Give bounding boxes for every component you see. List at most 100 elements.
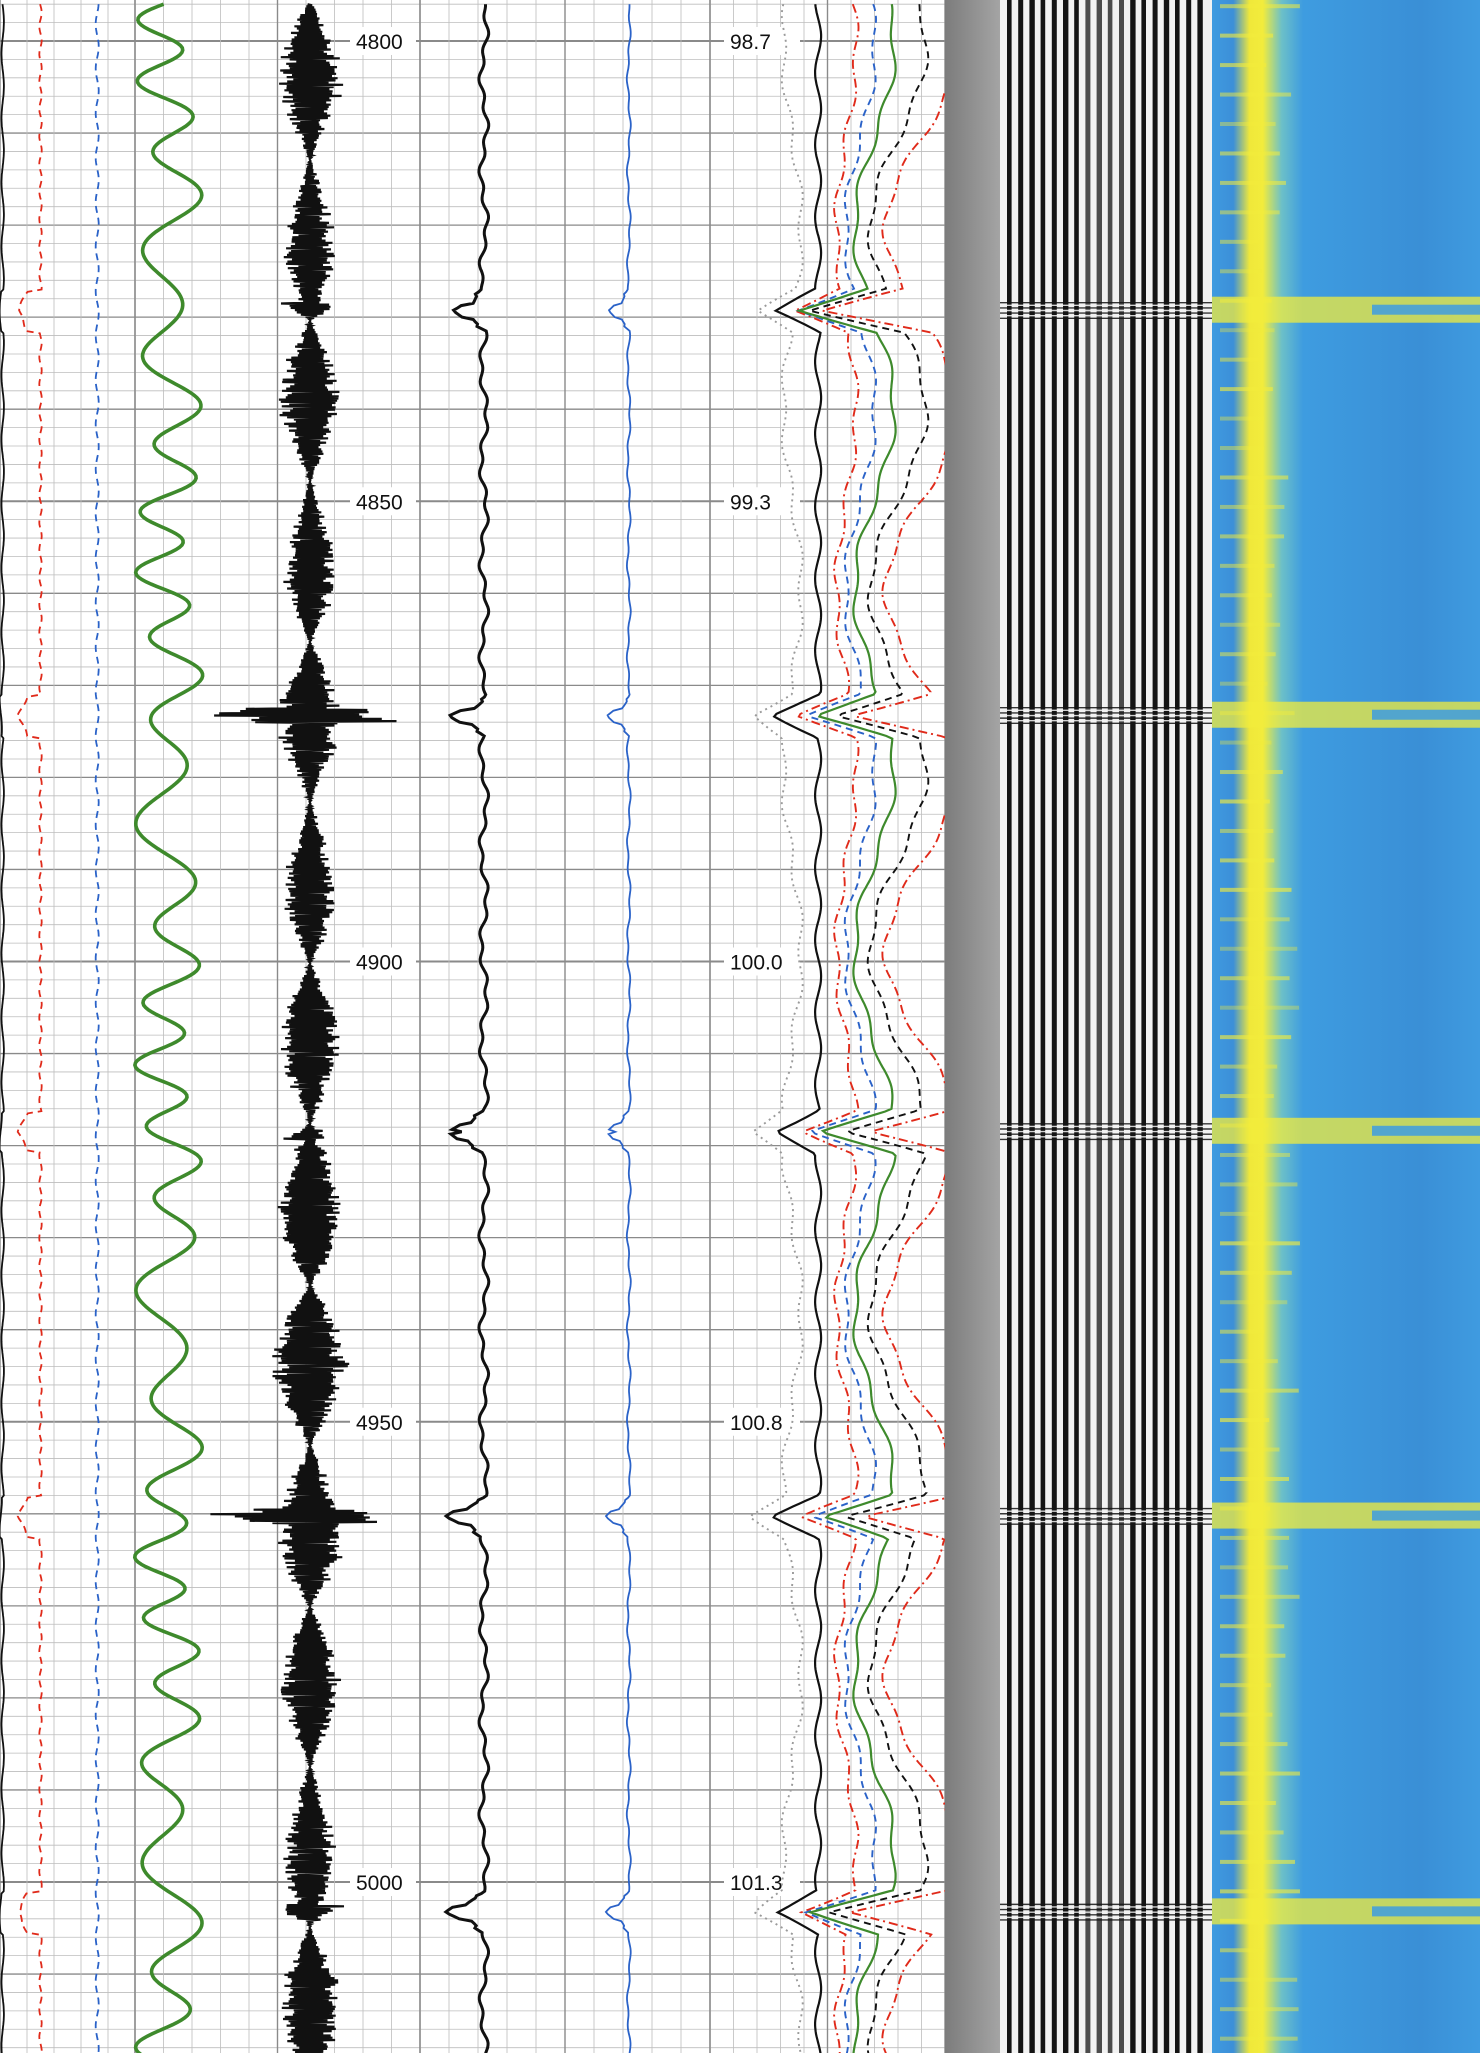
time-tick-label: 101.3 [730,1872,783,1895]
time-tick-label: 100.0 [730,952,783,975]
vdl-stripe [1175,0,1180,2053]
amplitude-map-streak [1220,681,1268,686]
amplitude-map-streak [1220,1035,1292,1040]
amplitude-map-streak [1220,1388,1299,1393]
amplitude-map-streak [1220,1565,1289,1570]
amplitude-map-streak [1220,1329,1265,1334]
track-3-grid [419,0,711,2053]
amplitude-map-streak [1220,887,1292,892]
track-4-curve-1 [749,3,804,2053]
vdl-stripe [1040,0,1046,2053]
amplitude-map-streak [1220,2007,1299,2012]
amplitude-map-streak [1220,1859,1296,1864]
vdl-casing-band [945,0,1000,2053]
depth-label-bg [350,27,416,55]
amplitude-map-streak [1220,622,1281,627]
amplitude-map-streak [1220,534,1285,539]
vdl-stripe [1119,0,1124,2053]
amplitude-map-streak [1220,563,1275,568]
depth-label-bg [350,487,416,516]
track-1-curve-2 [16,3,43,2053]
amplitude-map-streak [1220,1005,1300,1010]
amplitude-map-streak [1220,475,1289,480]
track-2-waveform-curve [210,3,397,2053]
variable-density-log [945,0,1212,2053]
vdl-stripe [1051,0,1057,2053]
track-4-curve-4 [795,3,877,2053]
amplitude-map-streak [1220,652,1276,657]
amplitude-map-streak [1220,1830,1284,1835]
amplitude-map-streak [1220,151,1280,156]
amplitude-map-streak [1220,1653,1286,1658]
track-3-curve-1 [443,4,491,2053]
amplitude-map-streak [1220,269,1262,274]
time-tick-label: 99.3 [730,491,771,514]
amplitude-map-streak [1220,1270,1292,1275]
time-label-bg [724,1868,800,1896]
amplitude-map-streak [1220,1152,1291,1157]
amplitude-map-streak [1220,1447,1280,1452]
depth-tick-label: 4800 [356,31,403,54]
time-label-bg [724,27,800,55]
amplitude-map-streak [1220,1948,1265,1953]
vdl-stripe [1163,0,1170,2053]
track-4-curves [749,3,962,2053]
vdl-stripe [1096,0,1102,2053]
amplitude-map-streak [1220,1683,1272,1688]
amplitude-map-streak [1220,1418,1270,1423]
track-4-curve-6 [806,4,930,2053]
amplitude-map-collar-core [1372,304,1480,315]
amplitude-map-streak [1220,946,1298,951]
vdl-stripe [1074,0,1079,2053]
amplitude-map-collar-core [1372,1906,1480,1917]
track-3-curve-2 [604,4,632,2053]
depth-tick-label: 4900 [356,952,403,975]
amplitude-map-streak [1220,180,1286,185]
amplitude-map-streak [1220,1977,1298,1982]
amplitude-map-collar-core [1372,709,1480,720]
time-axis: 98.7 99.3 100.0 100.8 101.3 [724,27,800,1896]
amplitude-map-streak [1220,1182,1298,1187]
track-1-curve-1 [0,4,5,2053]
amplitude-map-streak [1220,593,1272,598]
depth-tick-label: 4950 [356,1412,403,1435]
amplitude-map-streak [1220,210,1280,215]
amplitude-map-streak [1220,1889,1300,1894]
vdl-stripe [1107,0,1113,2053]
amplitude-map-streak [1220,1624,1285,1629]
vdl-stripe [1130,0,1136,2053]
amplitude-map-streak [1220,2036,1298,2041]
track-4-curve-2 [772,4,823,2053]
vdl-stripe [1197,0,1203,2053]
amplitude-map-streak [1220,416,1265,421]
vdl-stripe [1186,0,1192,2053]
time-tick-label: 100.8 [730,1412,783,1435]
amplitude-map-streak [1220,92,1292,97]
amplitude-map-streak [1220,799,1270,804]
amplitude-map-streak [1220,387,1273,392]
amplitude-map-streak [1220,63,1267,68]
amplitude-map-streak [1220,328,1275,333]
amplitude-map-streak [1220,446,1265,451]
amplitude-map-streak [1220,1064,1278,1069]
amplitude-map-background [1212,0,1480,2053]
amplitude-map-streak [1220,1535,1290,1540]
depth-axis: 4800 4850 4900 4950 5000 [350,27,416,1896]
vdl-stripe [1007,0,1012,2053]
depth-tick-label: 5000 [356,1872,403,1895]
amplitude-map-streak [1220,1476,1290,1481]
track-1-curves [0,2,205,2053]
time-label-bg [724,947,800,976]
track-4-curve-7 [822,3,962,2053]
amplitude-map-streak [1220,33,1274,38]
vdl-stripe [1085,0,1091,2053]
amplitude-map-collar-core [1372,1510,1480,1521]
amplitude-map [1212,0,1480,2053]
vdl-stripe [1063,0,1069,2053]
amplitude-map-streak [1220,1712,1273,1717]
time-tick-label: 98.7 [730,31,771,54]
track-1-curve-4 [132,2,205,2053]
amplitude-map-streak [1220,1300,1288,1305]
vdl-stripe [1152,0,1158,2053]
